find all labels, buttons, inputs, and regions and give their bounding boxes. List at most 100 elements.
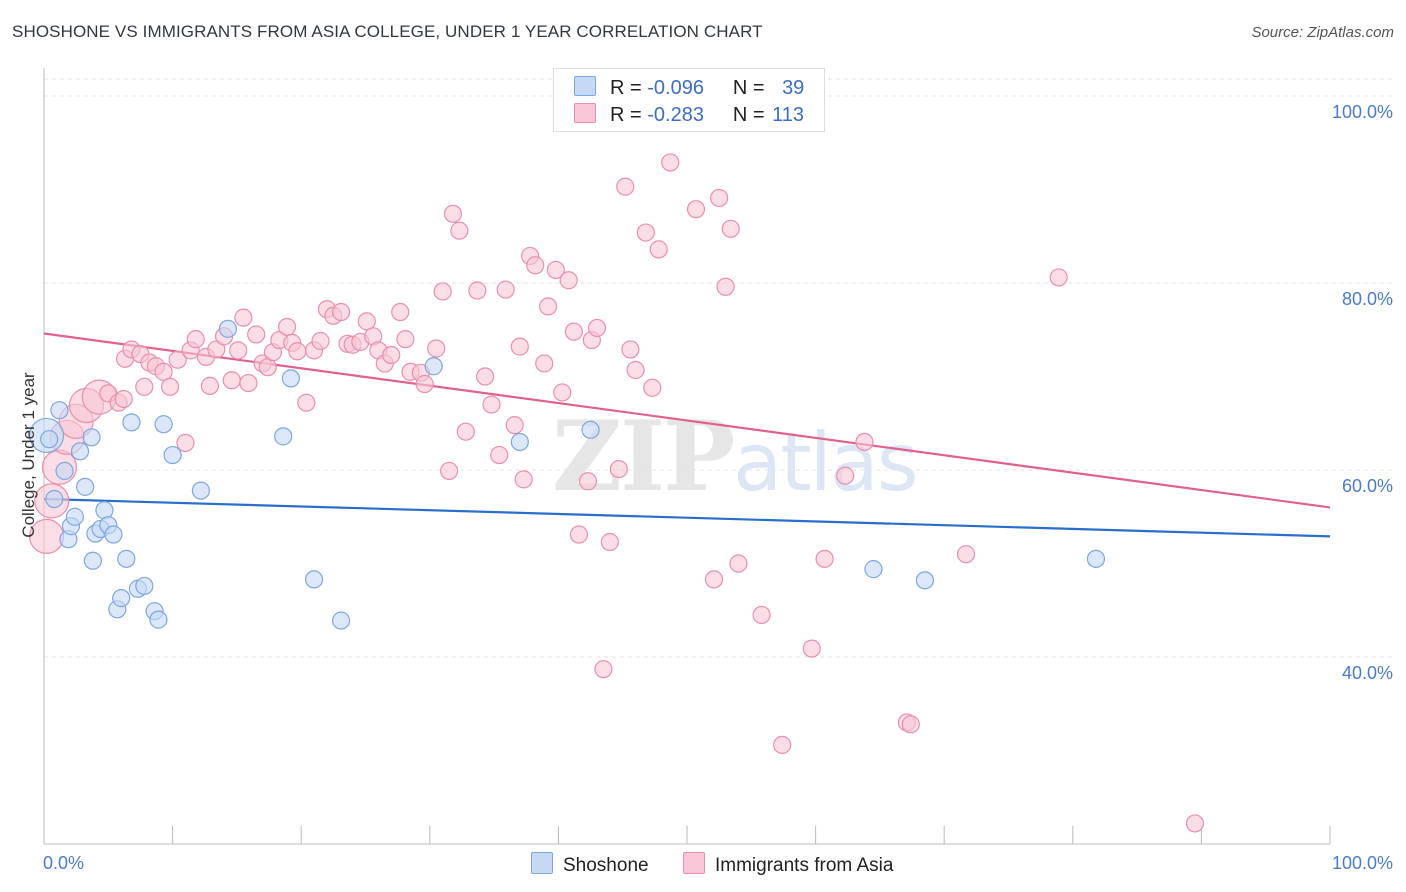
asia-point — [626, 360, 645, 380]
asia-point — [553, 383, 572, 402]
shoshone-point — [83, 551, 102, 570]
shoshone-swatch — [531, 852, 553, 874]
asia-point — [222, 371, 241, 390]
asia-point — [186, 330, 205, 349]
asia-point — [490, 445, 509, 465]
asia-point — [496, 280, 515, 299]
asia-point — [956, 545, 976, 564]
y-tick-label: 100.0% — [1332, 102, 1393, 122]
asia-point — [288, 342, 307, 361]
shoshone-point — [122, 413, 141, 432]
asia-point — [297, 393, 316, 412]
y-axis-label: College, Under 1 year — [19, 372, 38, 538]
shoshone-point — [112, 589, 131, 608]
shoshone-point — [191, 481, 210, 500]
legend-n-value: 39 — [782, 77, 805, 99]
asia-point — [704, 570, 724, 589]
asia-point — [239, 373, 258, 393]
asia-point — [559, 271, 578, 290]
shoshone-point — [274, 427, 293, 446]
bottom-legend-shoshone: Shoshone — [531, 852, 649, 877]
asia-point — [456, 422, 475, 441]
asia-point — [815, 549, 834, 568]
shoshone-point — [117, 549, 136, 568]
source-label: Source: ZipAtlas.com — [1251, 24, 1394, 41]
shoshone-point — [864, 560, 883, 579]
asia-point — [510, 337, 529, 356]
asia-point — [247, 325, 266, 344]
asia-point — [482, 395, 501, 414]
data-points — [28, 153, 1205, 833]
asia-point — [643, 378, 662, 397]
asia-point — [649, 240, 668, 259]
asia-point — [200, 376, 219, 395]
asia-point — [600, 532, 619, 552]
asia-point — [710, 188, 729, 208]
bottom-legend-label: Shoshone — [563, 855, 649, 876]
asia-point — [621, 340, 640, 359]
asia-point — [721, 219, 740, 238]
shoshone-point — [218, 319, 237, 338]
shoshone-point — [149, 610, 168, 629]
asia-point — [168, 350, 187, 369]
shoshone-point — [281, 369, 301, 388]
shoshone-point — [1086, 549, 1106, 568]
asia-point — [716, 277, 735, 296]
asia-point — [539, 297, 558, 316]
shoshone-point — [304, 570, 324, 589]
asia-point — [357, 312, 376, 331]
shoshone-point — [424, 357, 443, 376]
asia-point — [616, 177, 635, 196]
asia-point — [802, 639, 821, 658]
shoshone-point — [104, 525, 123, 544]
asia-point — [609, 459, 628, 479]
asia-point — [468, 281, 487, 300]
asia-point — [391, 302, 410, 322]
asia-point — [114, 389, 133, 409]
asia-trend-line — [43, 332, 1331, 509]
asia-point — [396, 330, 415, 349]
shoshone-point — [70, 442, 90, 461]
asia-point — [526, 256, 545, 275]
gridlines — [44, 78, 1392, 658]
legend-row-asia: R = -0.283 N = 113 — [574, 103, 804, 129]
shoshone-point — [163, 445, 182, 465]
asia-point — [686, 200, 706, 219]
asia-point — [594, 660, 613, 679]
watermark-zip: ZIP — [552, 400, 735, 513]
asia-point — [752, 605, 771, 625]
asia-point — [433, 282, 452, 301]
y-tick-label: 60.0% — [1342, 476, 1393, 496]
legend-r-label: R = — [610, 77, 642, 99]
asia-point — [569, 525, 589, 544]
asia-point — [176, 433, 195, 453]
asia-point — [587, 318, 607, 338]
asia-point — [475, 367, 495, 386]
trend-lines — [43, 332, 1331, 538]
asia-point — [729, 554, 748, 573]
axes — [43, 68, 1331, 845]
asia-point — [311, 331, 330, 351]
shoshone-point — [581, 420, 600, 439]
legend-r-value: -0.096 — [647, 77, 704, 99]
chart-title: SHOSHONE VS IMMIGRANTS FROM ASIA COLLEGE… — [12, 22, 763, 41]
legend-n-label: N = — [732, 104, 765, 126]
x-tick-label: 0.0% — [43, 853, 84, 873]
asia-point — [450, 221, 469, 240]
asia-point — [661, 153, 680, 172]
asia-point — [1185, 814, 1205, 833]
legend-r-label: R = — [610, 104, 642, 126]
axis-labels: 40.0% 60.0% 80.0% 100.0% 0.0% 100.0% College, … — [19, 102, 1393, 873]
asia-point — [535, 354, 554, 373]
asia-point — [564, 322, 583, 341]
shoshone-point — [45, 489, 64, 509]
asia-point — [277, 317, 297, 337]
asia-point — [546, 260, 565, 280]
x-tick-label: 100.0% — [1332, 853, 1393, 873]
asia-point — [773, 735, 792, 754]
asia-swatch — [683, 852, 705, 874]
shoshone-point — [76, 477, 95, 496]
legend-n-label: N = — [732, 77, 765, 99]
shoshone-point — [331, 611, 351, 630]
